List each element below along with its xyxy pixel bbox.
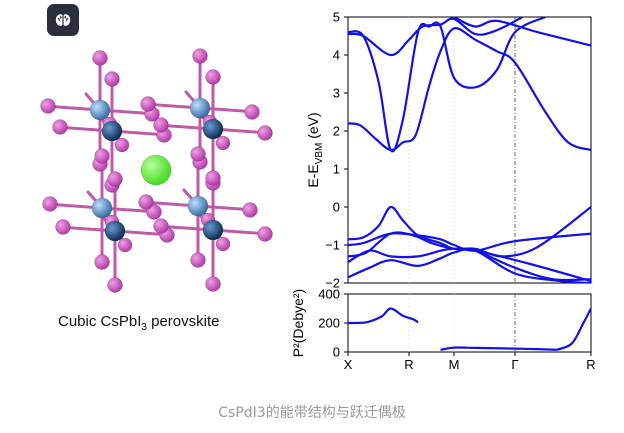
- iodine-atom: [92, 50, 108, 66]
- iodine-atom: [215, 236, 231, 252]
- band-series-3: [348, 17, 524, 57]
- band-ytick-label: 2: [333, 124, 340, 139]
- band-series-8: [348, 247, 591, 282]
- iodine-atom: [244, 104, 260, 120]
- iodine-atom: [107, 277, 123, 293]
- band-plot-frame: [347, 16, 592, 284]
- dipole-ytick-label: 0: [333, 345, 340, 360]
- band-ytick-label: 0: [333, 200, 340, 215]
- iodine-atom: [242, 202, 258, 218]
- figure: 5 4 3 2 1 0 −1 −2 E-EVBM (eV) 400 200 0 X R M Γ R P²(…: [290, 10, 596, 373]
- iodine-atom: [117, 237, 133, 253]
- brain-button[interactable]: [47, 4, 79, 36]
- lead-atom: [189, 97, 211, 119]
- iodine-atom: [138, 194, 154, 210]
- iodine-atom: [215, 135, 231, 151]
- band-ytick-label: 3: [333, 86, 340, 101]
- x-tick-label: M: [449, 357, 460, 372]
- band-ytick-label: 5: [333, 10, 340, 25]
- x-tick-label: Γ: [511, 357, 518, 372]
- band-series-2: [348, 17, 546, 153]
- dipole-chart: 400 200 0 X R M Γ R P²(Debye²): [290, 287, 596, 373]
- iodine-atom: [40, 98, 56, 114]
- lead-atom: [104, 220, 126, 242]
- band-series-7: [348, 231, 591, 283]
- lead-atom: [101, 120, 123, 142]
- label-prefix: Cubic CsPbI: [58, 313, 142, 330]
- iodine-atom: [42, 196, 58, 212]
- iodine-atom: [52, 119, 68, 135]
- perovskite-structure: [40, 48, 273, 293]
- band-series-1: [348, 27, 591, 152]
- cesium-atom: [140, 154, 172, 186]
- iodine-atom: [205, 170, 221, 186]
- band-ytick-label: 1: [333, 162, 340, 177]
- band-series-4: [453, 17, 591, 47]
- iodine-atom: [153, 117, 169, 133]
- iodine-atom: [190, 252, 206, 268]
- label-suffix: perovskite: [146, 313, 220, 330]
- iodine-atom: [146, 204, 162, 220]
- iodine-atom: [114, 137, 130, 153]
- band-ytick-label: 4: [333, 48, 340, 63]
- iodine-atom: [94, 148, 110, 164]
- iodine-atom: [205, 69, 221, 85]
- iodine-atom: [205, 276, 221, 292]
- lead-atom: [187, 195, 209, 217]
- iodine-atom: [257, 125, 273, 141]
- label-subscript: 3: [141, 322, 147, 333]
- iodine-atom: [94, 254, 110, 270]
- dipole-series-2: [440, 346, 557, 351]
- lead-atom: [91, 197, 113, 219]
- iodine-atom: [55, 219, 71, 235]
- band-series-9: [348, 248, 591, 283]
- brain-icon: [55, 14, 71, 26]
- iodine-atom: [107, 171, 123, 187]
- lead-atom: [202, 118, 224, 140]
- band-series-6: [348, 232, 591, 252]
- dipole-series-1: [348, 307, 419, 325]
- iodine-atom: [140, 96, 156, 112]
- x-tick-label: R: [404, 357, 413, 372]
- iodine-atom: [104, 71, 120, 87]
- dipole-ytick-label: 400: [318, 287, 340, 302]
- x-tick-label: R: [586, 357, 595, 372]
- figure-caption: CsPdI3的能带结构与跃迁偶极: [218, 405, 406, 421]
- lead-atom: [202, 219, 224, 241]
- band-series-5: [348, 205, 591, 258]
- band-ytick-label: −1: [325, 238, 340, 253]
- iodine-atom: [153, 218, 169, 234]
- x-tick-label: X: [344, 357, 353, 372]
- iodine-atom: [257, 226, 273, 242]
- iodine-atom: [192, 48, 208, 64]
- lead-atom: [89, 99, 111, 121]
- structure-label: Cubic CsPbI3 perovskite: [58, 313, 219, 333]
- iodine-atom: [190, 146, 206, 162]
- dipole-plot-frame: [347, 293, 592, 353]
- band-ylabel: E-EVBM (eV): [305, 112, 325, 187]
- dipole-series-3: [556, 307, 591, 351]
- dipole-ylabel: P²(Debye²): [290, 289, 306, 357]
- dipole-ytick-label: 200: [318, 316, 340, 331]
- band-structure-chart: 5 4 3 2 1 0 −1 −2 E-EVBM (eV): [305, 10, 592, 291]
- band-ytick-label: −2: [325, 276, 340, 291]
